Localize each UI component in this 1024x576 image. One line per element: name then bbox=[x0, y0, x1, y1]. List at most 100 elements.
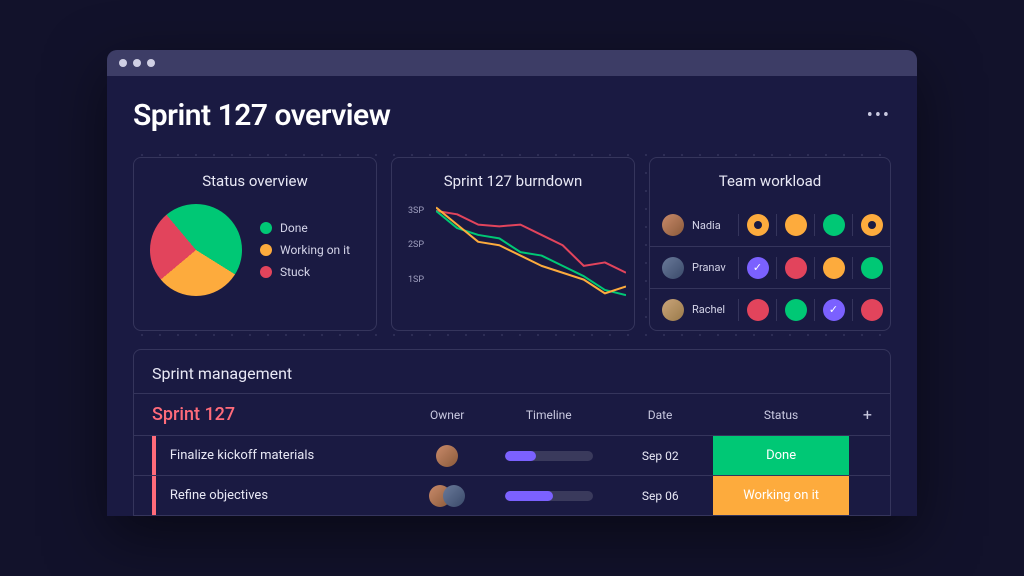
status-pie-chart bbox=[150, 204, 242, 296]
legend-item: Done bbox=[260, 221, 350, 235]
member-name: Nadia bbox=[692, 219, 721, 232]
burndown-svg bbox=[436, 204, 626, 314]
card-title: Sprint 127 burndown bbox=[408, 172, 618, 190]
timeline-fill bbox=[505, 491, 553, 501]
workload-card: Team workload Nadia Pranav ✓ Rachel ✓ bbox=[649, 157, 891, 331]
member-name: Pranav bbox=[692, 261, 726, 274]
status-cell[interactable]: Working on it bbox=[713, 476, 848, 515]
owner-cell[interactable] bbox=[404, 485, 491, 507]
page-header: Sprint 127 overview ••• bbox=[133, 98, 891, 133]
column-header-timeline[interactable]: Timeline bbox=[491, 408, 607, 422]
avatar bbox=[662, 257, 684, 279]
more-menu-icon[interactable]: ••• bbox=[867, 105, 891, 126]
workload-cell[interactable] bbox=[852, 299, 890, 321]
page-title: Sprint 127 overview bbox=[133, 98, 390, 133]
workload-cell[interactable] bbox=[852, 257, 890, 279]
check-icon: ✓ bbox=[753, 261, 762, 274]
workload-row: Nadia bbox=[650, 204, 890, 246]
burndown-line-working bbox=[436, 207, 626, 293]
column-header-status[interactable]: Status bbox=[713, 408, 848, 422]
legend-item: Stuck bbox=[260, 265, 350, 279]
legend-dot-icon bbox=[260, 266, 272, 278]
sprint-group-name[interactable]: Sprint 127 bbox=[152, 404, 404, 425]
traffic-light-dot[interactable] bbox=[147, 59, 155, 67]
legend-label: Working on it bbox=[280, 243, 350, 257]
traffic-light-dot[interactable] bbox=[119, 59, 127, 67]
date-cell[interactable]: Sep 06 bbox=[607, 489, 713, 503]
workload-person[interactable]: Nadia bbox=[650, 214, 738, 236]
traffic-light-dot[interactable] bbox=[133, 59, 141, 67]
add-column-icon[interactable]: + bbox=[849, 405, 872, 424]
workload-cell[interactable] bbox=[776, 257, 814, 279]
workload-cell[interactable]: ✓ bbox=[814, 299, 852, 321]
workload-dot-icon bbox=[861, 214, 883, 236]
column-header-date[interactable]: Date bbox=[607, 408, 713, 422]
workload-dot-icon: ✓ bbox=[823, 299, 845, 321]
workload-dot-icon bbox=[747, 299, 769, 321]
workload-dot-icon bbox=[785, 214, 807, 236]
workload-dot-icon bbox=[861, 299, 883, 321]
legend-label: Stuck bbox=[280, 265, 310, 279]
avatar bbox=[662, 214, 684, 236]
avatar bbox=[436, 445, 458, 467]
timeline-cell[interactable] bbox=[491, 491, 607, 501]
workload-dot-icon bbox=[747, 214, 769, 236]
app-window: Sprint 127 overview ••• Status overview … bbox=[107, 50, 917, 516]
workload-cell[interactable] bbox=[776, 214, 814, 236]
owner-cell[interactable] bbox=[404, 445, 491, 467]
timeline-cell[interactable] bbox=[491, 451, 607, 461]
table-header-row: Sprint 127 Owner Timeline Date Status + bbox=[134, 393, 890, 435]
timeline-bar bbox=[505, 491, 593, 501]
table-row[interactable]: Refine objectives Sep 06Working on it bbox=[134, 475, 890, 515]
column-header-owner[interactable]: Owner bbox=[404, 408, 491, 422]
row-accent bbox=[152, 476, 156, 515]
workload-dot-icon bbox=[823, 257, 845, 279]
workload-table: Nadia Pranav ✓ Rachel ✓ bbox=[650, 204, 890, 330]
workload-row: Pranav ✓ bbox=[650, 246, 890, 288]
workload-dot-icon bbox=[785, 299, 807, 321]
legend-dot-icon bbox=[260, 244, 272, 256]
table-body: Finalize kickoff materialsSep 02DoneRefi… bbox=[134, 435, 890, 515]
y-axis-label: 2SP bbox=[408, 240, 424, 250]
panel-title: Sprint management bbox=[134, 350, 890, 393]
legend-dot-icon bbox=[260, 222, 272, 234]
card-title: Team workload bbox=[650, 172, 890, 190]
workload-person[interactable]: Rachel bbox=[650, 299, 738, 321]
workload-cell[interactable] bbox=[776, 299, 814, 321]
workload-cell[interactable] bbox=[814, 257, 852, 279]
workload-person[interactable]: Pranav bbox=[650, 257, 738, 279]
row-accent bbox=[152, 436, 156, 475]
card-title: Status overview bbox=[150, 172, 360, 190]
table-row[interactable]: Finalize kickoff materials Sep 02Done bbox=[134, 435, 890, 475]
avatar bbox=[443, 485, 465, 507]
check-icon: ✓ bbox=[829, 303, 838, 316]
workload-cells: ✓ bbox=[738, 257, 890, 279]
date-cell[interactable]: Sep 02 bbox=[607, 449, 713, 463]
status-cell[interactable]: Done bbox=[713, 436, 848, 475]
y-axis-label: 1SP bbox=[408, 275, 424, 285]
legend-label: Done bbox=[280, 221, 308, 235]
cards-row: Status overview Done Working on it Stuck S… bbox=[133, 157, 891, 331]
y-axis-label: 3SP bbox=[408, 206, 424, 216]
workload-dot-icon bbox=[785, 257, 807, 279]
workload-cell[interactable] bbox=[738, 214, 776, 236]
content-area: Sprint 127 overview ••• Status overview … bbox=[107, 76, 917, 516]
workload-cell[interactable] bbox=[814, 214, 852, 236]
task-name[interactable]: Finalize kickoff materials bbox=[170, 448, 404, 463]
workload-dot-icon: ✓ bbox=[747, 257, 769, 279]
workload-cells: ✓ bbox=[738, 299, 890, 321]
workload-row: Rachel ✓ bbox=[650, 288, 890, 330]
burndown-line-stuck bbox=[436, 211, 626, 273]
window-titlebar bbox=[107, 50, 917, 76]
sprint-management-panel: Sprint management Sprint 127 Owner Timel… bbox=[133, 349, 891, 516]
avatar bbox=[662, 299, 684, 321]
workload-cell[interactable]: ✓ bbox=[738, 257, 776, 279]
burndown-chart: 3SP 2SP 1SP bbox=[408, 204, 618, 314]
burndown-card: Sprint 127 burndown 3SP 2SP 1SP bbox=[391, 157, 635, 331]
timeline-bar bbox=[505, 451, 593, 461]
workload-cell[interactable] bbox=[738, 299, 776, 321]
workload-dot-icon bbox=[823, 214, 845, 236]
workload-cells bbox=[738, 214, 890, 236]
task-name[interactable]: Refine objectives bbox=[170, 488, 404, 503]
workload-cell[interactable] bbox=[852, 214, 890, 236]
